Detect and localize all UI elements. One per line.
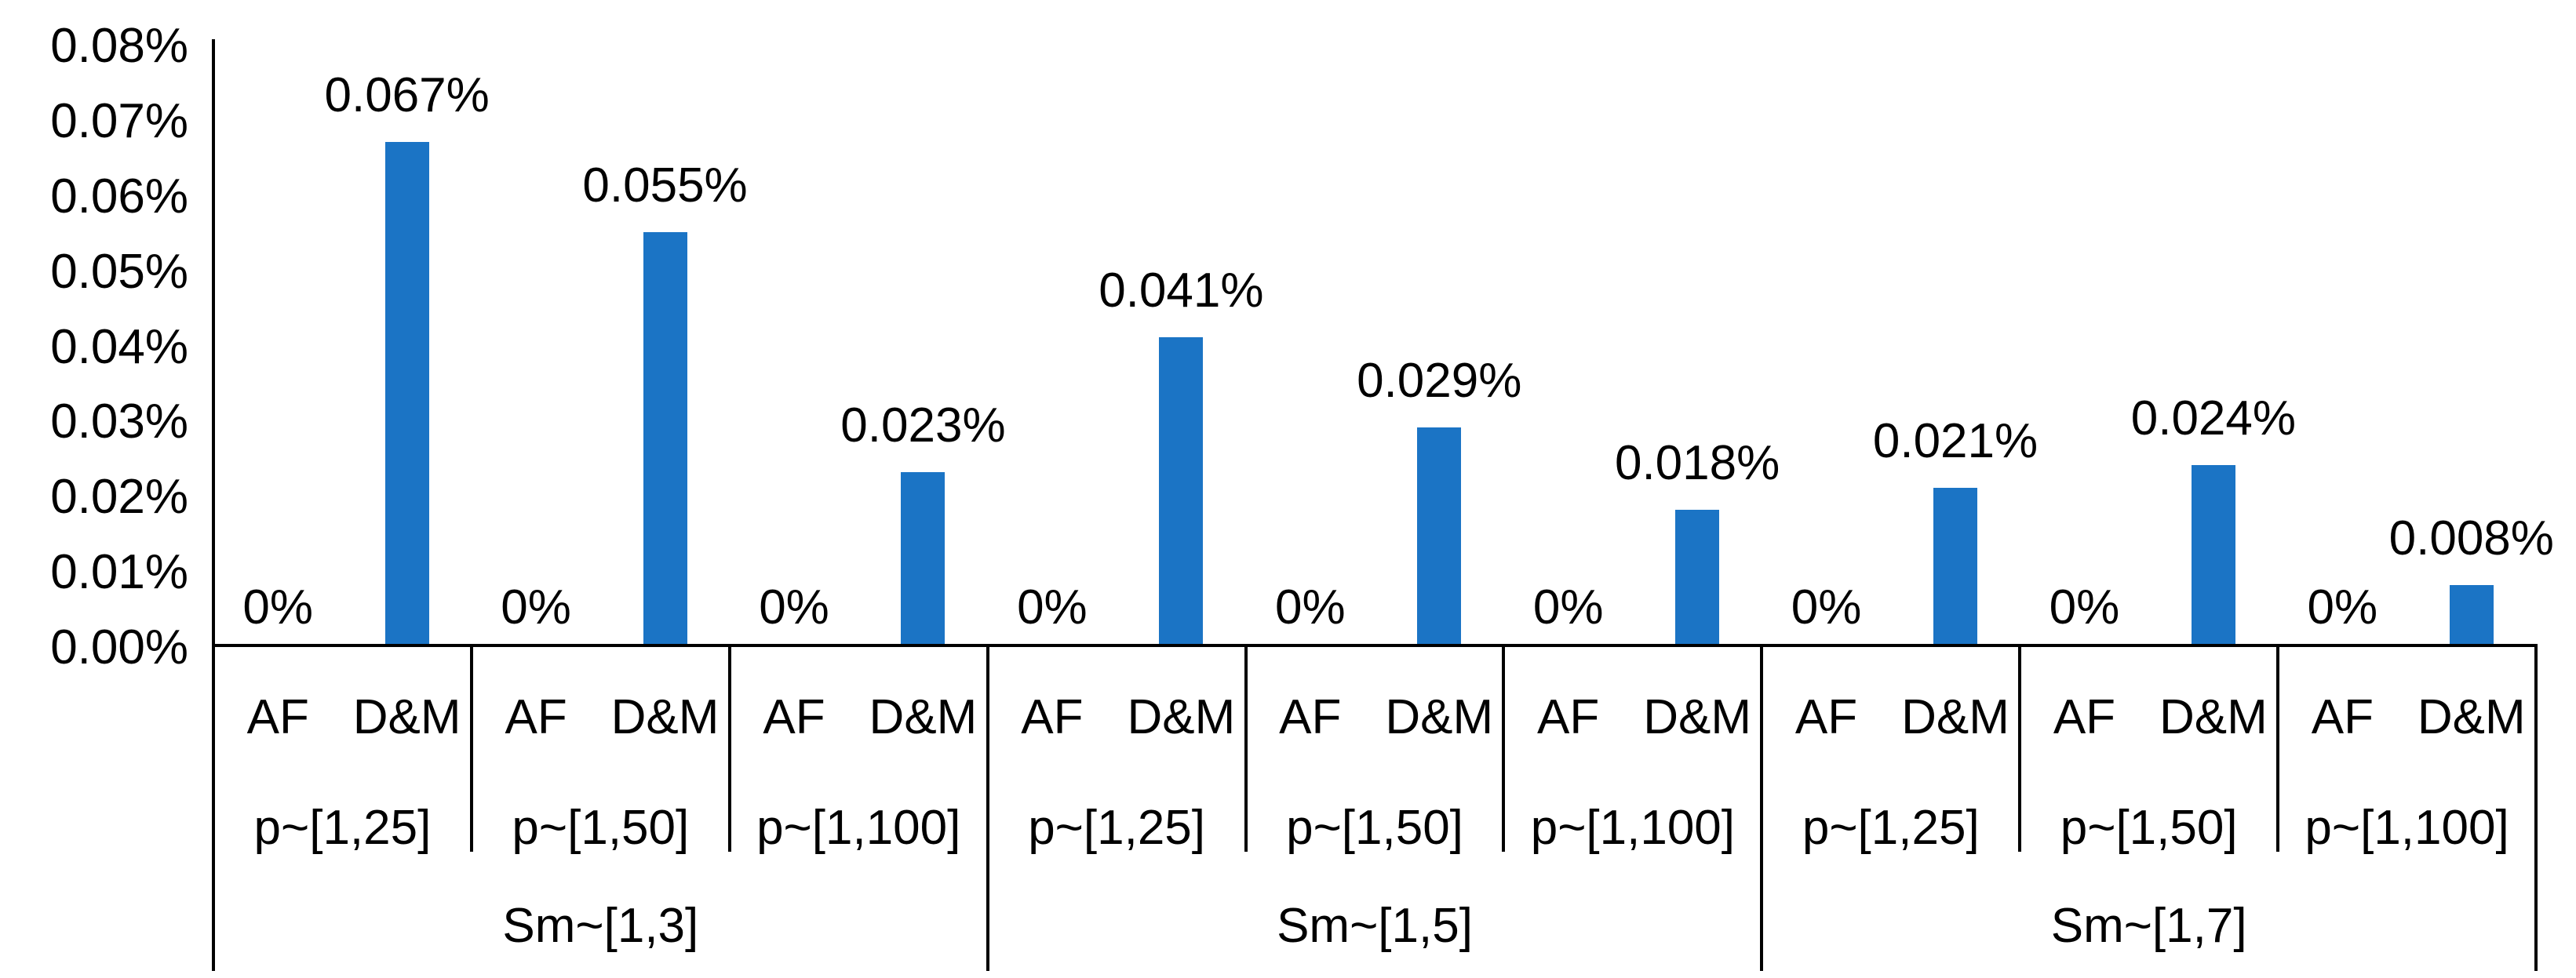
dm-bar <box>1417 427 1462 645</box>
y-axis-tick-label: 0.02% <box>50 470 188 525</box>
af-zero-value-label: 0% <box>242 580 314 634</box>
dm-value-label: 0.024% <box>2130 391 2297 445</box>
subgroup-label: p~[1,25] <box>1028 801 1206 855</box>
y-axis-tick-label: 0.01% <box>50 545 188 600</box>
dm-value-label: 0.067% <box>324 67 490 122</box>
af-zero-value-label: 0% <box>1532 580 1604 634</box>
subgroup-label: p~[1,50] <box>2060 801 2238 855</box>
dm-bar <box>643 231 687 645</box>
y-axis-tick-label: 0.00% <box>50 620 188 674</box>
series-label-dm: D&M <box>1901 690 2009 744</box>
x-axis-line <box>212 644 2538 647</box>
series-label-dm: D&M <box>869 690 978 744</box>
af-zero-value-label: 0% <box>1274 580 1346 634</box>
subgroup-separator-line <box>469 645 473 852</box>
af-zero-value-label: 0% <box>2049 580 2120 634</box>
dm-bar <box>1933 487 1977 645</box>
series-label-dm: D&M <box>610 690 720 744</box>
dm-bar <box>1159 336 1204 645</box>
subgroup-separator-line <box>1244 645 1248 852</box>
dm-value-label: 0.029% <box>1357 353 1522 408</box>
af-zero-value-label: 0% <box>1017 580 1088 634</box>
series-label-dm: D&M <box>2159 690 2268 744</box>
series-label-dm: D&M <box>2417 690 2526 744</box>
series-label-af: AF <box>2311 690 2374 744</box>
af-zero-value-label: 0% <box>2307 580 2378 634</box>
dm-bar <box>1675 510 1720 645</box>
dm-bar <box>2191 464 2235 645</box>
series-label-af: AF <box>2053 690 2116 744</box>
series-label-dm: D&M <box>352 690 461 744</box>
series-label-af: AF <box>1279 690 1342 744</box>
dm-value-label: 0.008% <box>2388 511 2554 566</box>
y-axis-tick-label: 0.08% <box>50 19 188 73</box>
subgroup-separator-line <box>727 645 731 852</box>
dm-value-label: 0.055% <box>582 158 748 213</box>
subgroup-label: p~[1,100] <box>1530 801 1736 855</box>
dm-value-label: 0.018% <box>1614 436 1780 491</box>
dm-bar <box>384 141 429 645</box>
group-label: Sm~[1,3] <box>502 899 699 953</box>
y-axis-line <box>212 39 215 971</box>
subgroup-label: p~[1,25] <box>1802 801 1980 855</box>
series-label-dm: D&M <box>1385 690 1494 744</box>
series-label-af: AF <box>246 690 309 744</box>
group-separator-line <box>986 645 989 971</box>
series-label-af: AF <box>1794 690 1858 744</box>
subgroup-separator-line <box>1502 645 1506 852</box>
y-axis-tick-label: 0.03% <box>50 394 188 449</box>
af-zero-value-label: 0% <box>759 580 829 634</box>
series-label-af: AF <box>763 690 825 744</box>
af-zero-value-label: 0% <box>1791 580 1862 634</box>
group-separator-line <box>1760 645 1764 971</box>
dm-value-label: 0.023% <box>840 398 1006 453</box>
subgroup-label: p~[1,50] <box>512 801 690 855</box>
series-label-af: AF <box>1021 690 1084 744</box>
subgroup-label: p~[1,25] <box>253 801 432 855</box>
y-axis-tick-label: 0.06% <box>50 169 188 224</box>
y-axis-tick-label: 0.05% <box>50 244 188 299</box>
series-label-af: AF <box>505 690 567 744</box>
dm-bar <box>901 472 946 645</box>
category-axis-right-border <box>2534 645 2538 971</box>
series-label-af: AF <box>1537 690 1600 744</box>
dm-value-label: 0.021% <box>1872 413 2039 468</box>
subgroup-label: p~[1,100] <box>756 801 961 855</box>
subgroup-separator-line <box>2276 645 2280 852</box>
y-axis-tick-label: 0.07% <box>50 93 188 148</box>
subgroup-separator-line <box>2018 645 2022 852</box>
af-zero-value-label: 0% <box>501 580 571 634</box>
dm-bar <box>2449 585 2494 645</box>
series-label-dm: D&M <box>1643 690 1751 744</box>
group-label: Sm~[1,7] <box>2050 899 2247 953</box>
y-axis-tick-label: 0.04% <box>50 319 188 374</box>
dm-value-label: 0.041% <box>1099 263 1264 318</box>
subgroup-label: p~[1,100] <box>2305 801 2509 855</box>
group-label: Sm~[1,5] <box>1277 899 1473 953</box>
series-label-dm: D&M <box>1127 690 1236 744</box>
subgroup-label: p~[1,50] <box>1286 801 1463 855</box>
